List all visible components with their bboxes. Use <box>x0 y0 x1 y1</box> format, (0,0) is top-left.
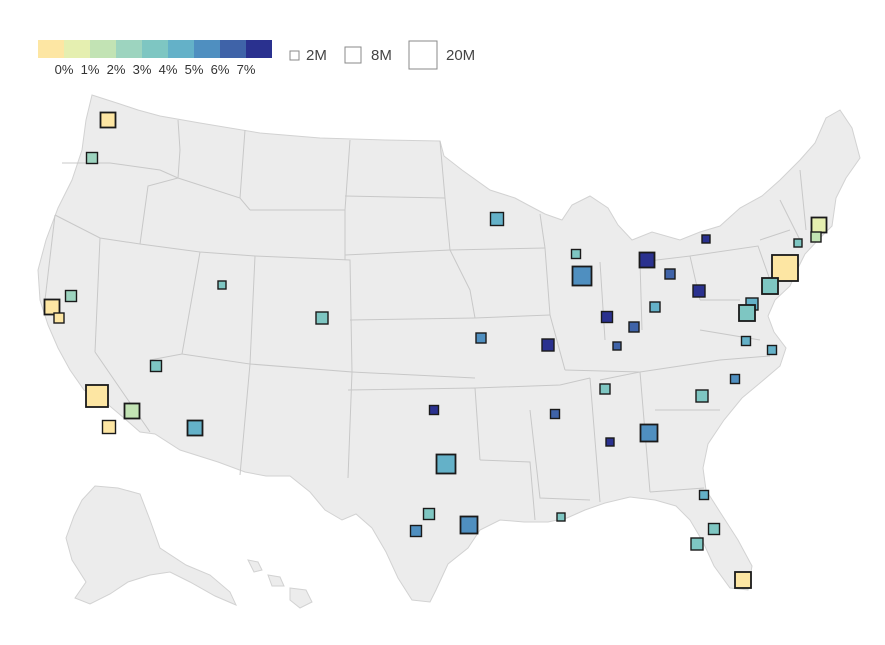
color-swatch <box>220 40 246 58</box>
color-swatch <box>64 40 90 58</box>
size-label-small: 2M <box>306 47 327 64</box>
metro-marker[interactable] <box>459 515 479 535</box>
metro-marker[interactable] <box>475 332 487 344</box>
metro-marker[interactable] <box>810 216 828 234</box>
metro-marker[interactable] <box>435 453 457 475</box>
color-legend-label: 3% <box>133 62 152 77</box>
alaska <box>65 485 237 606</box>
metro-marker[interactable] <box>549 408 561 420</box>
color-legend-label: 0% <box>55 62 74 77</box>
metro-marker[interactable] <box>409 524 423 538</box>
metro-marker[interactable] <box>628 321 640 333</box>
color-legend-label: 6% <box>211 62 230 77</box>
metro-marker[interactable] <box>810 231 822 243</box>
metro-marker[interactable] <box>695 389 709 403</box>
size-swatch-large <box>408 40 438 70</box>
metro-marker[interactable] <box>600 310 614 324</box>
color-swatch <box>246 40 272 58</box>
metro-marker[interactable] <box>85 151 99 165</box>
size-label-large: 20M <box>446 47 475 64</box>
color-swatch <box>116 40 142 58</box>
metro-marker[interactable] <box>690 537 704 551</box>
metro-marker[interactable] <box>217 280 227 290</box>
color-swatch <box>194 40 220 58</box>
size-swatch-medium <box>344 46 362 64</box>
metro-marker[interactable] <box>489 211 505 227</box>
metro-markers <box>43 111 828 589</box>
metro-marker[interactable] <box>570 248 582 260</box>
metro-marker[interactable] <box>761 277 779 295</box>
metro-marker[interactable] <box>766 344 778 356</box>
metro-marker[interactable] <box>85 384 109 408</box>
color-legend-label: 7% <box>237 62 256 77</box>
size-legend: 2M 8M 20M <box>289 40 475 70</box>
metro-marker[interactable] <box>186 419 204 437</box>
metro-marker[interactable] <box>707 522 721 536</box>
metro-marker[interactable] <box>612 341 622 351</box>
color-swatch <box>38 40 64 58</box>
metro-marker[interactable] <box>734 571 752 589</box>
size-label-medium: 8M <box>371 47 392 64</box>
metro-marker[interactable] <box>149 359 163 373</box>
color-swatch <box>142 40 168 58</box>
metro-marker[interactable] <box>649 301 661 313</box>
color-legend-label: 2% <box>107 62 126 77</box>
land <box>37 94 861 609</box>
metro-marker[interactable] <box>664 268 676 280</box>
color-swatch <box>90 40 116 58</box>
metro-marker[interactable] <box>422 507 436 521</box>
metro-marker[interactable] <box>701 234 711 244</box>
metro-marker[interactable] <box>571 265 593 287</box>
metro-marker[interactable] <box>101 419 117 435</box>
metro-marker[interactable] <box>43 298 61 316</box>
metro-marker[interactable] <box>64 289 78 303</box>
color-legend-label: 1% <box>81 62 100 77</box>
color-legend: 0% 1% 2% 3% 4% 5% 6% 7% <box>38 40 272 77</box>
metro-marker[interactable] <box>729 373 741 385</box>
metro-marker[interactable] <box>599 383 611 395</box>
metro-marker[interactable] <box>541 338 555 352</box>
metro-marker[interactable] <box>605 437 615 447</box>
size-swatch-small <box>289 50 300 61</box>
metro-marker[interactable] <box>99 111 117 129</box>
metro-marker[interactable] <box>315 311 329 325</box>
hawaii <box>247 559 313 609</box>
color-swatch <box>168 40 194 58</box>
color-legend-label: 4% <box>159 62 178 77</box>
metro-marker[interactable] <box>738 304 756 322</box>
metro-marker[interactable] <box>556 512 566 522</box>
color-legend-label: 5% <box>185 62 204 77</box>
metro-marker[interactable] <box>428 404 440 416</box>
metro-marker[interactable] <box>740 335 752 347</box>
metro-marker[interactable] <box>692 284 706 298</box>
metro-marker[interactable] <box>53 312 65 324</box>
metro-marker[interactable] <box>638 251 656 269</box>
metro-marker[interactable] <box>639 423 659 443</box>
metro-marker[interactable] <box>698 489 710 501</box>
metro-marker[interactable] <box>793 238 803 248</box>
metro-marker[interactable] <box>771 254 799 282</box>
metro-marker[interactable] <box>123 402 141 420</box>
